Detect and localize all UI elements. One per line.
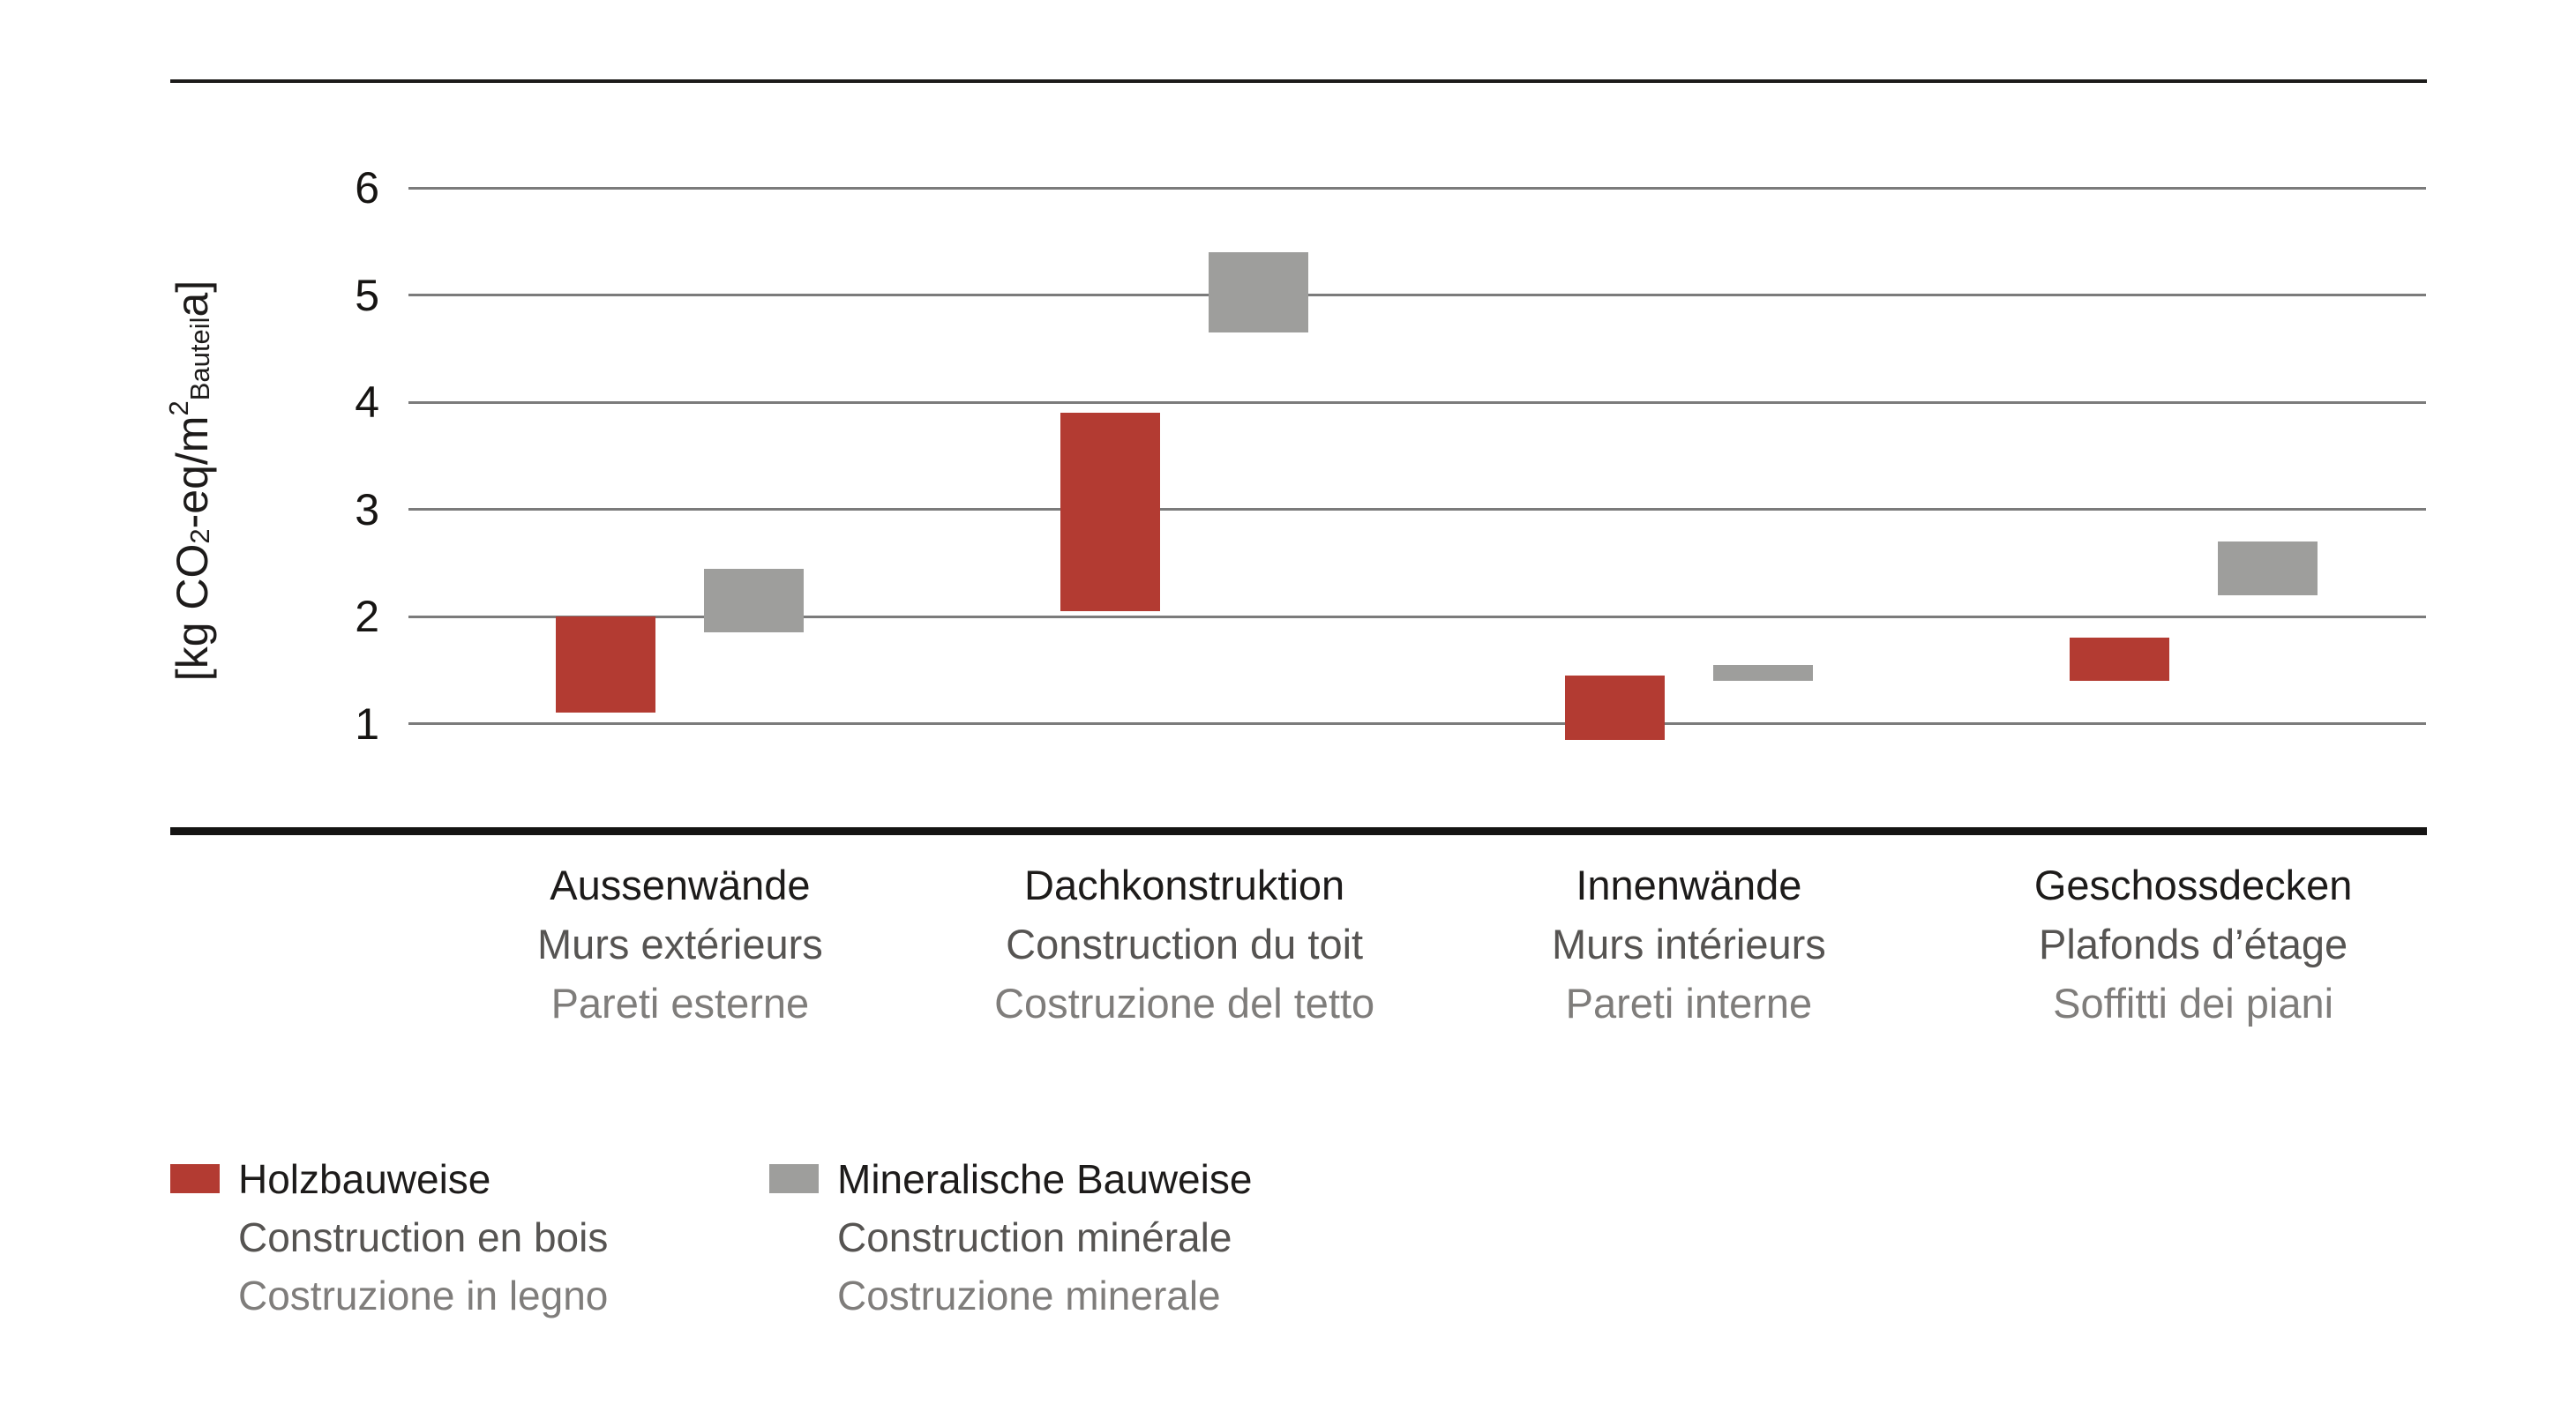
category-label-de: Aussenwände (550, 862, 811, 908)
legend-item-holzbauweise: Holzbauweise Construction en bois Costruzi… (238, 1150, 608, 1325)
category-label-de: Innenwände (1576, 862, 1802, 908)
category-label-aussenw-nde: Aussenwände Murs extérieurs Pareti esterne (416, 855, 945, 1033)
bar-holzbauweise-innenw-nde (1564, 675, 1665, 740)
category-label-geschossdecken: Geschossdecken Plafonds d’étage Soffitti d… (1928, 855, 2458, 1033)
category-label-it: Costruzione del tetto (994, 980, 1375, 1027)
y-tick-label-1: 1 (355, 698, 379, 749)
legend-label-de: Holzbauweise (238, 1156, 491, 1202)
y-axis-label: [kg CO 2 -eq/m 2 Bauteil a] (157, 172, 228, 789)
gridline-5 (408, 294, 2426, 297)
category-label-de: Dachkonstruktion (1024, 862, 1345, 908)
legend-swatch-holzbauweise (170, 1164, 220, 1193)
category-label-it: Soffitti dei piani (2053, 980, 2334, 1027)
category-label-fr: Plafonds d’étage (2039, 921, 2348, 967)
legend-label-de: Mineralische Bauweise (837, 1156, 1253, 1202)
y-tick-label-2: 2 (355, 592, 379, 642)
gridline-4 (408, 400, 2426, 404)
y-axis-label-segment-sup: 2 (163, 400, 194, 416)
category-label-dachkonstruktion: Dachkonstruktion Construction du toit Cost… (920, 855, 1449, 1033)
category-label-it: Pareti interne (1565, 980, 1813, 1027)
bar-holzbauweise-dachkonstruktion (1060, 413, 1161, 612)
bar-mineralische-bauweise-dachkonstruktion (1209, 252, 1309, 333)
legend-swatch-mineralische-bauweise (769, 1164, 819, 1193)
category-label-it: Pareti esterne (550, 980, 810, 1027)
gridline-2 (408, 615, 2426, 618)
bar-mineralische-bauweise-aussenw-nde (704, 568, 805, 633)
y-tick-label-5: 5 (355, 270, 379, 320)
category-label-fr: Murs intérieurs (1551, 921, 1826, 967)
bar-holzbauweise-geschossdecken (2069, 638, 2169, 681)
legend-label-fr: Construction en bois (238, 1214, 609, 1260)
category-label-de: Geschossdecken (2033, 862, 2353, 908)
y-tick-label-4: 4 (355, 377, 379, 428)
x-axis-line (170, 827, 2427, 835)
bar-mineralische-bauweise-innenw-nde (1712, 664, 1813, 681)
category-label-fr: Construction du toit (1006, 921, 1364, 967)
gridline-3 (408, 508, 2426, 512)
category-label-innenw-nde: Innenwände Murs intérieurs Pareti interne (1424, 855, 1953, 1033)
bar-holzbauweise-aussenw-nde (556, 616, 656, 713)
legend-label-fr: Construction minérale (837, 1214, 1232, 1260)
legend-item-mineralische-bauweise: Mineralische Bauweise Construction minéra… (837, 1150, 1252, 1325)
legend-label-it: Costruzione minerale (837, 1273, 1221, 1318)
y-tick-label-6: 6 (355, 163, 379, 213)
legend-label-it: Costruzione in legno (238, 1273, 609, 1318)
y-tick-label-3: 3 (355, 484, 379, 534)
gridline-1 (408, 722, 2426, 726)
category-label-fr: Murs extérieurs (536, 921, 823, 967)
gridline-6 (408, 186, 2426, 190)
bar-mineralische-bauweise-geschossdecken (2217, 541, 2318, 595)
top-border-line (170, 79, 2427, 83)
